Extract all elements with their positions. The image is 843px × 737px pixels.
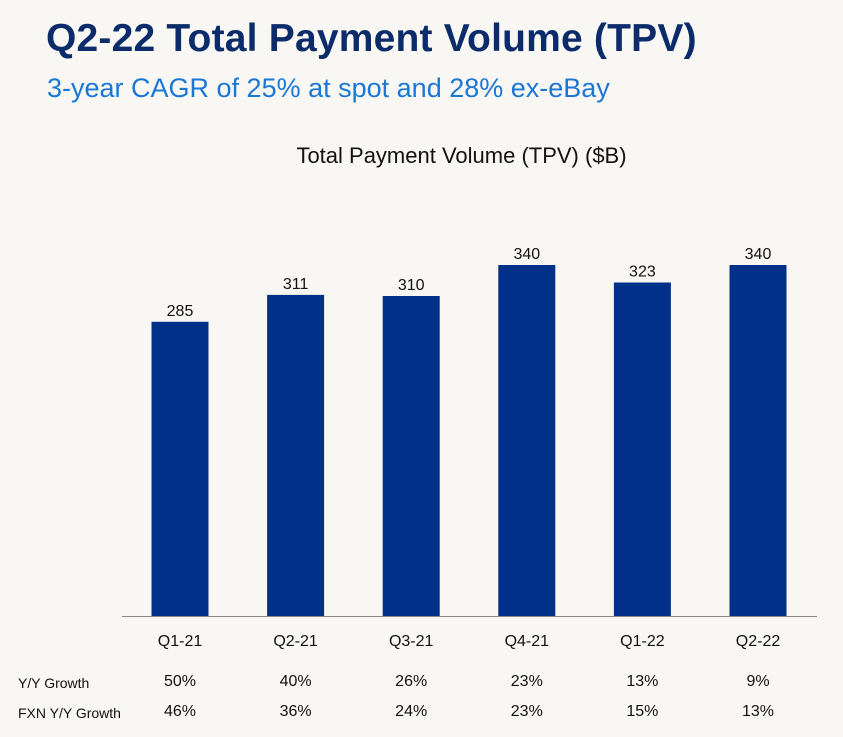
x-tick-label: Q2-22 xyxy=(736,633,781,650)
data-label: 311 xyxy=(283,276,309,293)
data-label: 340 xyxy=(513,246,540,263)
bar-q2-22 xyxy=(729,265,787,616)
growth-value: 36% xyxy=(279,703,312,720)
growth-value: 26% xyxy=(395,673,428,690)
x-tick-label: Q3-21 xyxy=(389,633,434,650)
growth-value: 13% xyxy=(741,703,775,720)
growth-value: 9% xyxy=(746,673,770,690)
bar-q3-21 xyxy=(382,296,440,616)
growth-row-label: Y/Y Growth xyxy=(18,675,90,691)
bar-q1-21 xyxy=(151,321,209,616)
growth-value: 13% xyxy=(626,673,659,690)
data-label: 340 xyxy=(745,246,772,263)
x-tick-label: Q2-21 xyxy=(273,633,318,650)
data-label: 310 xyxy=(398,277,425,294)
chart-title: Total Payment Volume (TPV) ($B) xyxy=(296,143,627,168)
bar-q2-21 xyxy=(267,294,325,616)
x-tick-label: Q4-21 xyxy=(505,633,550,650)
growth-value: 15% xyxy=(626,703,659,720)
bar-q4-21 xyxy=(498,265,556,616)
growth-value: 46% xyxy=(163,703,197,720)
growth-value: 24% xyxy=(395,703,428,720)
bar-q1-22 xyxy=(613,282,671,616)
data-label: 323 xyxy=(629,264,656,281)
growth-value: 23% xyxy=(510,703,543,720)
data-label: 285 xyxy=(167,303,194,320)
growth-value: 23% xyxy=(510,673,543,690)
page-subtitle: 3-year CAGR of 25% at spot and 28% ex-eB… xyxy=(47,73,610,103)
growth-value: 40% xyxy=(279,673,312,690)
page-title: Q2-22 Total Payment Volume (TPV) xyxy=(46,17,697,60)
growth-value: 50% xyxy=(163,673,197,690)
growth-row-label: FXN Y/Y Growth xyxy=(18,705,121,721)
x-tick-label: Q1-21 xyxy=(158,633,203,650)
x-tick-label: Q1-22 xyxy=(620,633,665,650)
